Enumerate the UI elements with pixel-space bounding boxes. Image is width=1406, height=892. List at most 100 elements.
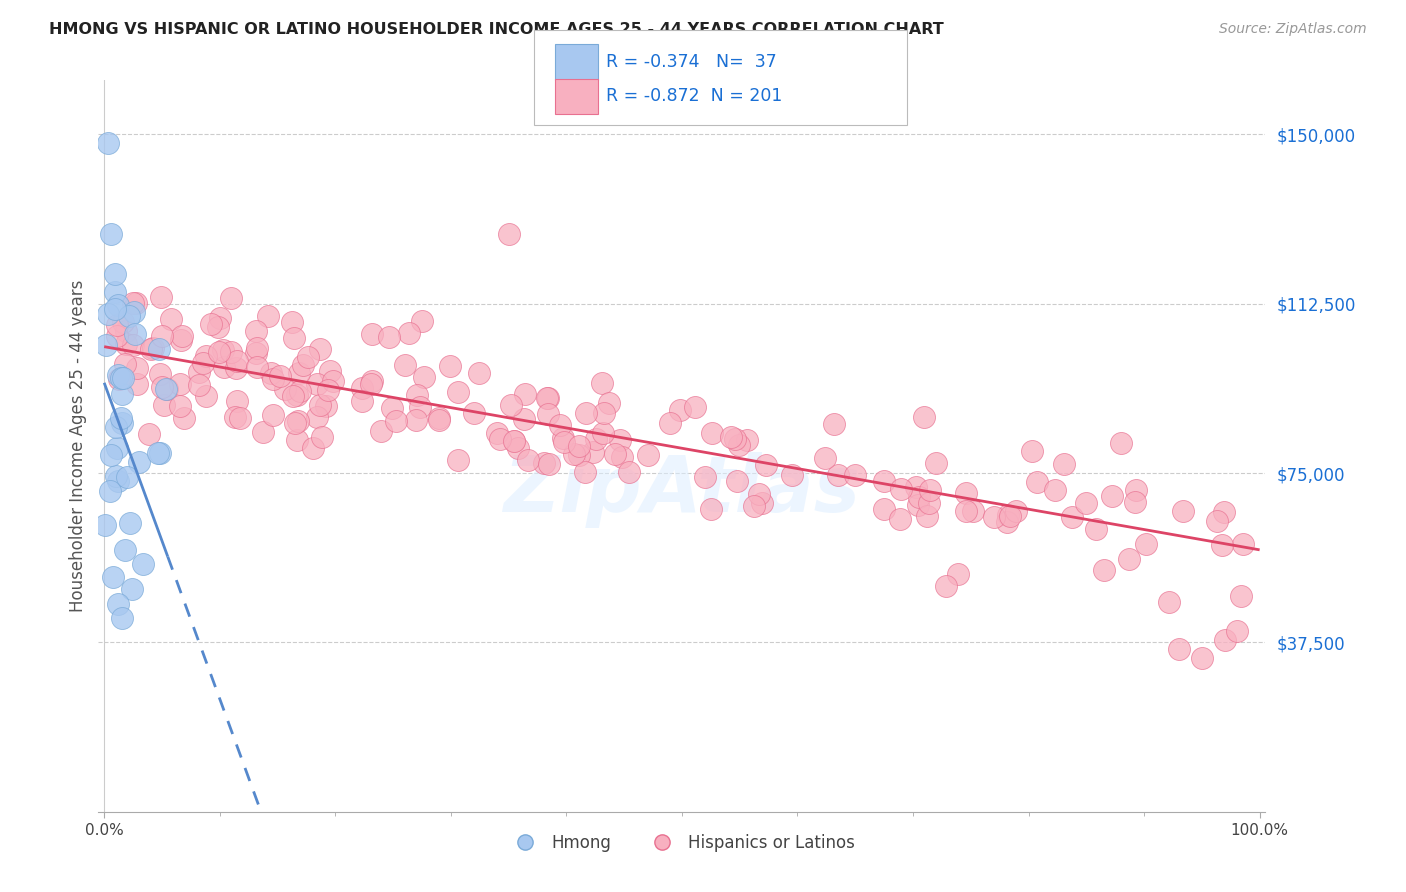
Text: R = -0.374   N=  37: R = -0.374 N= 37 bbox=[606, 54, 776, 71]
Text: Source: ZipAtlas.com: Source: ZipAtlas.com bbox=[1219, 22, 1367, 37]
Point bbox=[1085, 522, 1108, 536]
Point bbox=[291, 358, 314, 372]
Point bbox=[908, 490, 931, 504]
Point bbox=[1125, 483, 1147, 498]
Point bbox=[97, 307, 120, 321]
Point bbox=[125, 296, 148, 310]
Point bbox=[111, 315, 134, 329]
Point bbox=[191, 356, 214, 370]
Point bbox=[207, 320, 229, 334]
Point bbox=[427, 411, 450, 425]
Point bbox=[447, 452, 470, 467]
Point bbox=[107, 597, 129, 611]
Point bbox=[111, 387, 134, 401]
Point bbox=[814, 450, 837, 465]
Point bbox=[115, 337, 138, 351]
Point bbox=[904, 479, 927, 493]
Point bbox=[513, 387, 536, 401]
Point bbox=[360, 376, 382, 391]
Point bbox=[1213, 633, 1236, 648]
Point bbox=[245, 346, 267, 360]
Point bbox=[506, 442, 529, 456]
Point bbox=[104, 469, 127, 483]
Point bbox=[405, 387, 427, 401]
Point bbox=[194, 349, 217, 363]
Point bbox=[150, 380, 173, 394]
Text: ZipAtlas: ZipAtlas bbox=[503, 452, 860, 528]
Y-axis label: Householder Income Ages 25 - 44 years: Householder Income Ages 25 - 44 years bbox=[69, 280, 87, 612]
Point bbox=[115, 324, 138, 338]
Text: HMONG VS HISPANIC OR LATINO HOUSEHOLDER INCOME AGES 25 - 44 YEARS CORRELATION CH: HMONG VS HISPANIC OR LATINO HOUSEHOLDER … bbox=[49, 22, 943, 37]
Point bbox=[582, 444, 605, 458]
Point bbox=[322, 374, 344, 388]
Point bbox=[283, 331, 305, 345]
Point bbox=[1167, 642, 1189, 657]
Point bbox=[105, 441, 128, 455]
Point bbox=[173, 411, 195, 425]
Point bbox=[307, 410, 329, 425]
Point bbox=[170, 333, 193, 347]
Point bbox=[553, 435, 575, 450]
Point bbox=[285, 388, 308, 402]
Point bbox=[110, 610, 132, 624]
Point bbox=[285, 433, 308, 447]
Point bbox=[219, 345, 242, 359]
Point bbox=[873, 501, 896, 516]
Point bbox=[156, 382, 179, 396]
Point bbox=[107, 297, 129, 311]
Point bbox=[592, 425, 614, 440]
Point bbox=[287, 414, 309, 428]
Point bbox=[381, 401, 404, 415]
Point bbox=[889, 512, 911, 526]
Point bbox=[107, 368, 129, 383]
Point bbox=[212, 343, 235, 357]
Point bbox=[105, 318, 128, 332]
Point bbox=[263, 372, 285, 386]
Point bbox=[720, 430, 742, 444]
Point bbox=[172, 329, 194, 343]
Point bbox=[827, 467, 849, 482]
Point bbox=[568, 439, 591, 453]
Point bbox=[153, 398, 176, 412]
Point bbox=[195, 389, 218, 403]
Point bbox=[246, 359, 269, 374]
Point bbox=[384, 414, 406, 428]
Point bbox=[409, 400, 432, 414]
Point bbox=[823, 417, 845, 432]
Point bbox=[439, 359, 461, 373]
Point bbox=[683, 400, 706, 414]
Point bbox=[288, 366, 311, 380]
Point bbox=[280, 314, 302, 328]
Point bbox=[405, 413, 427, 427]
Point bbox=[503, 434, 526, 448]
Point bbox=[1191, 651, 1213, 665]
Point bbox=[149, 367, 172, 381]
Point bbox=[844, 467, 866, 482]
Point bbox=[946, 567, 969, 582]
Point bbox=[121, 582, 143, 597]
Point bbox=[100, 483, 122, 498]
Point bbox=[104, 285, 127, 300]
Point bbox=[118, 309, 141, 323]
Point bbox=[370, 425, 392, 439]
Point bbox=[398, 326, 420, 340]
Point bbox=[925, 456, 948, 470]
Point bbox=[907, 498, 929, 512]
Point bbox=[219, 291, 242, 305]
Point bbox=[700, 425, 723, 440]
Point bbox=[1171, 504, 1194, 518]
Point bbox=[311, 430, 333, 444]
Point bbox=[411, 314, 433, 328]
Point bbox=[187, 365, 209, 379]
Point bbox=[1225, 624, 1247, 639]
Point bbox=[100, 448, 122, 462]
Point bbox=[318, 384, 340, 398]
Point bbox=[259, 366, 281, 380]
Point bbox=[751, 496, 773, 510]
Point bbox=[693, 470, 716, 484]
Point bbox=[728, 438, 751, 452]
Point bbox=[610, 450, 633, 465]
Point bbox=[360, 374, 382, 388]
Point bbox=[498, 227, 520, 241]
Point bbox=[591, 376, 613, 391]
